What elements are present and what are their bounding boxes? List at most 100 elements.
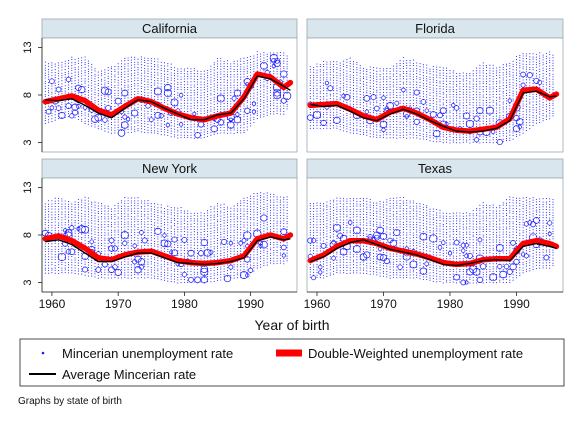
mincerian-point [131,115,132,116]
mincerian-point [68,208,69,209]
mincerian-point [523,133,524,134]
mincerian-point [190,76,191,77]
mincerian-point [436,109,437,110]
mincerian-point [121,88,122,89]
mincerian-point [280,106,281,107]
mincerian-point [499,75,500,76]
mincerian-point [403,129,404,130]
mincerian-point [516,67,517,68]
mincerian-point [108,128,109,129]
mincerian-point [380,107,381,108]
mincerian-point [463,139,464,140]
mincerian-point [330,94,331,95]
mincerian-point [316,93,317,94]
mincerian-point [536,73,537,74]
mincerian-point [496,78,497,79]
mincerian-point [214,97,215,98]
mincerian-point [81,86,82,87]
mincerian-point [363,123,364,124]
mincerian-point [85,235,86,236]
mincerian-point [503,131,504,132]
mincerian-point [154,109,155,110]
mincerian-point [151,125,152,126]
mincerian-point [436,127,437,128]
mincerian-point [499,86,500,87]
mincerian-point [230,79,231,80]
mincerian-point [161,78,162,79]
mincerian-point [493,83,494,84]
mincerian-point [65,265,66,266]
mincerian-point [237,66,238,67]
mincerian-point [78,220,79,221]
mincerian-point [483,68,484,69]
panel-title: California [142,21,198,36]
mincerian-point [240,90,241,91]
mincerian-point [104,229,105,230]
mincerian-point [144,226,145,227]
mincerian-point [118,95,119,96]
mincerian-point [94,124,95,125]
mincerian-point [423,130,424,131]
mincerian-point [85,72,86,73]
mincerian-point [243,66,244,67]
mincerian-point [45,224,46,225]
mincerian-point [400,68,401,69]
mincerian-point [403,116,404,117]
mincerian-point [141,258,142,259]
mincerian-point [128,238,129,239]
mincerian-point [413,79,414,80]
mincerian-point [323,79,324,80]
mincerian-point [134,216,135,217]
mincerian-point [114,87,115,88]
mincerian-point [104,131,105,132]
mincerian-point [403,103,404,104]
mincerian-point [220,106,221,107]
mincerian-point [546,69,547,70]
mincerian-point [433,100,434,101]
mincerian-point [128,87,129,88]
mincerian-point [473,105,474,106]
mincerian-point [503,93,504,94]
mincerian-point [419,69,420,70]
mincerian-point [147,235,148,236]
mincerian-point [214,70,215,71]
mincerian-point [98,235,99,236]
mincerian-point [78,113,79,114]
mincerian-point [383,92,384,93]
mincerian-point [71,68,72,69]
mincerian-point [513,139,514,140]
mincerian-point [373,89,374,90]
mincerian-point [114,116,115,117]
mincerian-point [101,251,102,252]
mincerian-point [459,104,460,105]
mincerian-point [161,126,162,127]
mincerian-point [224,127,225,128]
mincerian-point [539,52,540,53]
mincerian-point [360,80,361,81]
mincerian-point [370,88,371,89]
mincerian-point [131,60,132,61]
mincerian-point [157,88,158,89]
mincerian-point [546,119,547,120]
mincerian-point [549,86,550,87]
mincerian-point [94,102,95,103]
mincerian-point [108,206,109,207]
mincerian-point [68,201,69,202]
mincerian-point [45,256,46,257]
mincerian-point [204,100,205,101]
mincerian-point [546,71,547,72]
mincerian-point [181,100,182,101]
mincerian-point [396,118,397,119]
mincerian-point [121,84,122,85]
mincerian-point [423,80,424,81]
mincerian-point [403,68,404,69]
mincerian-point [313,93,314,94]
mincerian-point [410,68,411,69]
mincerian-point [247,60,248,61]
mincerian-point [75,83,76,84]
mincerian-point [85,83,86,84]
mincerian-point [343,90,344,91]
mincerian-point [187,127,188,128]
mincerian-point [380,92,381,93]
mincerian-point [436,88,437,89]
